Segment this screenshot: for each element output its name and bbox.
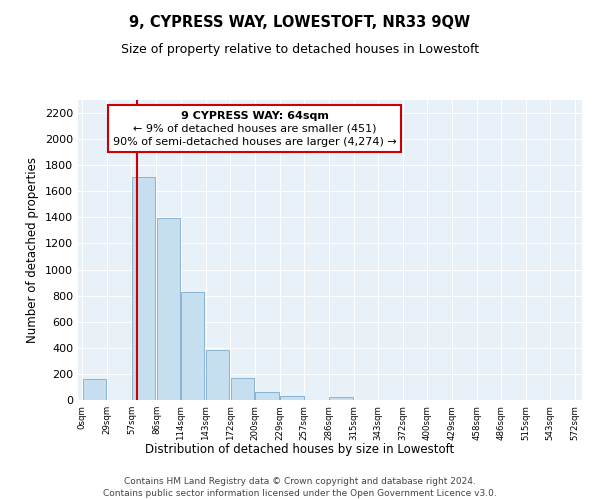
Text: Distribution of detached houses by size in Lowestoft: Distribution of detached houses by size …	[145, 442, 455, 456]
Bar	[255, 392, 278, 400]
Bar	[231, 378, 254, 400]
Text: Contains HM Land Registry data © Crown copyright and database right 2024.: Contains HM Land Registry data © Crown c…	[124, 478, 476, 486]
Bar	[131, 177, 155, 400]
Text: 90% of semi-detached houses are larger (4,274) →: 90% of semi-detached houses are larger (…	[113, 137, 397, 147]
Text: 9 CYPRESS WAY: 64sqm: 9 CYPRESS WAY: 64sqm	[181, 110, 329, 120]
Y-axis label: Number of detached properties: Number of detached properties	[26, 157, 40, 343]
Bar	[206, 350, 229, 400]
Text: Size of property relative to detached houses in Lowestoft: Size of property relative to detached ho…	[121, 42, 479, 56]
Bar	[181, 292, 205, 400]
Text: ← 9% of detached houses are smaller (451): ← 9% of detached houses are smaller (451…	[133, 124, 376, 134]
Text: Contains public sector information licensed under the Open Government Licence v3: Contains public sector information licen…	[103, 489, 497, 498]
Text: 9, CYPRESS WAY, LOWESTOFT, NR33 9QW: 9, CYPRESS WAY, LOWESTOFT, NR33 9QW	[130, 15, 470, 30]
Bar	[280, 396, 304, 400]
Bar	[329, 396, 353, 400]
Bar	[83, 379, 106, 400]
Bar	[157, 218, 181, 400]
Bar	[108, 105, 401, 152]
